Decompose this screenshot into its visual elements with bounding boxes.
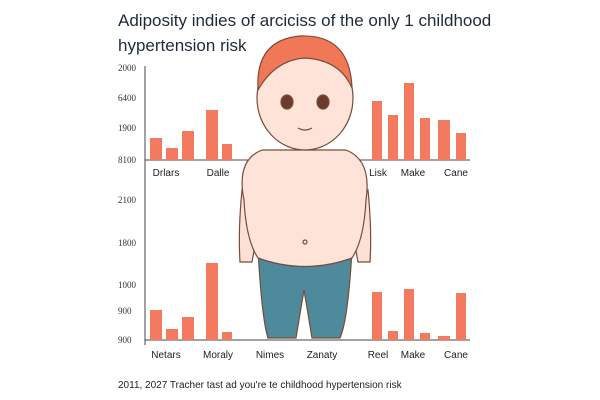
bar [150,310,162,340]
category-label: Moraly [203,350,233,361]
bar [372,292,382,340]
category-label: Netars [151,350,180,361]
torso [241,149,368,268]
category-label: Dalle [207,168,230,179]
category-label: Make [401,350,426,361]
bar [420,333,430,340]
hair [257,35,353,93]
axis-label: 1000 [118,280,137,290]
category-label: Reel [368,350,389,361]
bar [438,336,450,340]
axis-label: 1900 [118,123,137,133]
bar [166,148,178,160]
bar [222,332,232,340]
category-label: Cane [444,350,468,361]
category-label: Nimes [256,350,284,361]
axis-label: 900 [118,306,132,316]
bar [388,115,398,160]
axis-label: 900 [118,335,132,345]
bar [182,317,194,340]
bar [206,110,218,160]
axis-label: 1800 [118,238,137,248]
title-line: hypertension risk [118,36,247,55]
bar [438,120,450,160]
footer-text: 2011, 2027 Tracher tast ad you're te chi… [118,380,403,391]
axis-label: 2000 [118,63,137,73]
bar [372,101,382,160]
bar [456,133,466,160]
eye [280,94,294,110]
bar [404,289,414,340]
bar [166,329,178,340]
bar [404,83,414,160]
eye [316,94,330,110]
bars [150,83,466,340]
category-label: Lisk [369,168,388,179]
category-label: Zanaty [307,350,338,361]
axis-label: 2100 [118,195,137,205]
jeans [257,249,353,339]
category-label: Drlars [153,168,180,179]
bar [182,131,194,160]
axis-label: 6400 [118,93,137,103]
category-label: Cane [444,168,468,179]
axis-label: 8100 [118,155,137,165]
navel [302,239,308,245]
bar [206,263,218,340]
bar [150,138,162,160]
title-line: Adiposity indies of arciciss of the only… [118,11,491,30]
child-illustration [238,35,372,339]
mouth [297,127,313,131]
category-label: Make [401,168,426,179]
bar [456,293,466,340]
bar [420,118,430,160]
bar [222,144,232,160]
bar [388,331,398,340]
